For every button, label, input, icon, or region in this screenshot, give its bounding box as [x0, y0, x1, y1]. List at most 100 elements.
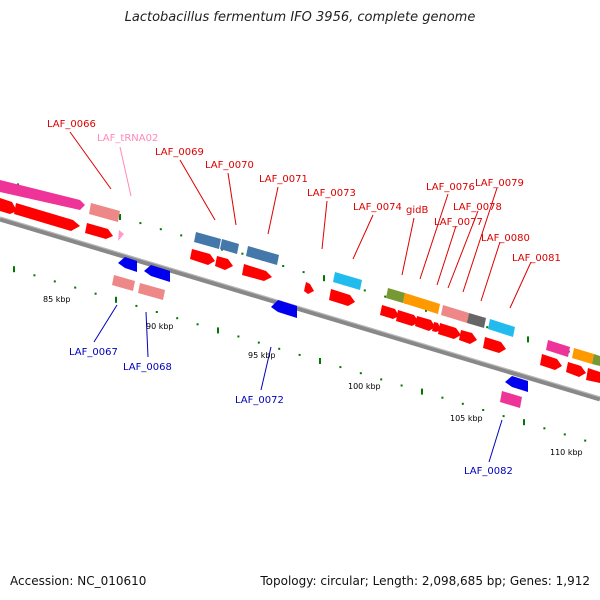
- cds-arrow: [438, 323, 461, 339]
- scale-label: 85 kbp: [43, 295, 71, 304]
- genome-backbone-highlight: [0, 216, 600, 398]
- feature-magenta-0081: [546, 340, 570, 357]
- minor-tick: [237, 335, 240, 338]
- cds-arrow: [380, 305, 399, 319]
- minor-tick: [461, 402, 464, 405]
- scale-label: 110 kbp: [550, 448, 583, 457]
- feature-olive-gidB: [386, 288, 405, 303]
- upper-cds-arrows: [0, 198, 600, 383]
- gene-label: LAF_0077: [434, 217, 483, 228]
- feature-salmon-0067: [112, 275, 135, 291]
- cds-arrow-reverse: [271, 300, 297, 318]
- cds-arrow-trna: [118, 230, 124, 241]
- gene-label: LAF_0068: [123, 362, 172, 373]
- scale-label: 90 kbp: [146, 322, 174, 331]
- minor-tick: [135, 304, 138, 307]
- top-labels: LAF_0066 LAF_tRNA02 LAF_0069 LAF_0070 LA…: [47, 119, 561, 309]
- minor-tick: [159, 228, 162, 231]
- major-tick: [527, 336, 529, 343]
- cds-arrow: [85, 223, 113, 239]
- cds-arrow-reverse: [505, 376, 528, 392]
- minor-tick: [257, 341, 260, 344]
- feature-magenta-large: [0, 180, 85, 210]
- major-tick: [319, 358, 321, 364]
- cds-arrow: [459, 330, 477, 344]
- gene-label: LAF_0067: [69, 347, 118, 358]
- minor-tick: [584, 439, 587, 442]
- minor-tick: [282, 265, 285, 267]
- minor-tick: [74, 286, 77, 289]
- minor-tick: [298, 353, 301, 356]
- minor-tick: [363, 289, 366, 292]
- scale-label: 100 kbp: [348, 382, 381, 391]
- cds-arrow: [190, 249, 215, 265]
- major-tick: [421, 388, 423, 395]
- minor-tick: [241, 252, 244, 255]
- scale-label: 95 kbp: [248, 351, 276, 360]
- cds-arrow: [483, 337, 506, 353]
- cds-arrow: [566, 362, 586, 377]
- feature-cyan-0074: [333, 272, 362, 290]
- feature-magenta-0082: [500, 391, 522, 408]
- lower-features: [112, 257, 528, 408]
- minor-tick: [302, 271, 305, 274]
- feature-salmon-0066: [89, 203, 120, 222]
- major-tick: [13, 266, 15, 273]
- accession-label: Accession: NC_010610: [10, 574, 147, 588]
- gene-label: LAF_0073: [307, 188, 356, 199]
- feature-cyan-0080: [488, 319, 515, 337]
- minor-tick: [139, 222, 142, 225]
- minor-tick: [53, 280, 56, 283]
- cds-arrow: [329, 289, 355, 306]
- gene-label: LAF_0069: [155, 147, 204, 158]
- bottom-labels: LAF_0067 LAF_0068 LAF_0072 LAF_0082: [69, 304, 513, 477]
- scale-label: 105 kbp: [450, 414, 483, 423]
- feature-salmon-0068: [138, 283, 165, 300]
- cds-arrow: [0, 198, 17, 214]
- major-tick: [119, 214, 121, 220]
- major-tick: [115, 296, 117, 303]
- cds-arrow: [14, 203, 80, 231]
- scale-labels: 85 kbp 90 kbp 95 kbp 100 kbp 105 kbp 110…: [43, 295, 583, 457]
- feature-steelblue-0069: [194, 232, 221, 249]
- minor-tick: [482, 409, 485, 411]
- minor-tick: [339, 366, 342, 369]
- cds-arrow: [304, 282, 314, 294]
- gene-label: LAF_0082: [464, 466, 513, 477]
- gene-label: gidB: [406, 205, 428, 216]
- feature-gray-0079: [467, 313, 486, 328]
- major-tick: [523, 419, 525, 426]
- minor-tick: [502, 415, 505, 418]
- minor-tick: [196, 323, 199, 326]
- minor-tick: [278, 347, 281, 350]
- feature-orange-0076: [403, 293, 440, 314]
- genome-summary: Topology: circular; Length: 2,098,685 bp…: [260, 574, 590, 588]
- gene-label: LAF_0081: [512, 253, 561, 264]
- feature-orange-right: [572, 348, 594, 364]
- minor-tick: [33, 274, 36, 277]
- upper-features: [0, 180, 600, 366]
- cds-arrow: [215, 256, 233, 270]
- cds-arrow: [415, 316, 435, 331]
- feature-olive-right: [592, 354, 600, 366]
- gene-label: LAF_0070: [205, 160, 254, 171]
- major-tick: [217, 327, 219, 334]
- minor-tick: [543, 427, 546, 430]
- cds-arrow: [540, 354, 562, 370]
- minor-tick: [176, 317, 179, 320]
- gene-label: LAF_0079: [475, 178, 524, 189]
- major-tick: [323, 275, 325, 282]
- minor-tick: [400, 384, 403, 387]
- gene-label: LAF_0078: [453, 202, 502, 213]
- minor-tick: [94, 292, 97, 295]
- feature-steelblue-0070: [220, 239, 239, 254]
- minor-tick: [563, 433, 566, 436]
- minor-tick: [359, 372, 362, 375]
- gene-label: LAF_0080: [481, 233, 530, 244]
- feature-salmon-0078: [441, 305, 469, 323]
- gene-label: LAF_0076: [426, 182, 475, 193]
- cds-arrow: [432, 322, 441, 332]
- cds-arrow: [242, 264, 272, 281]
- minor-tick: [384, 295, 387, 298]
